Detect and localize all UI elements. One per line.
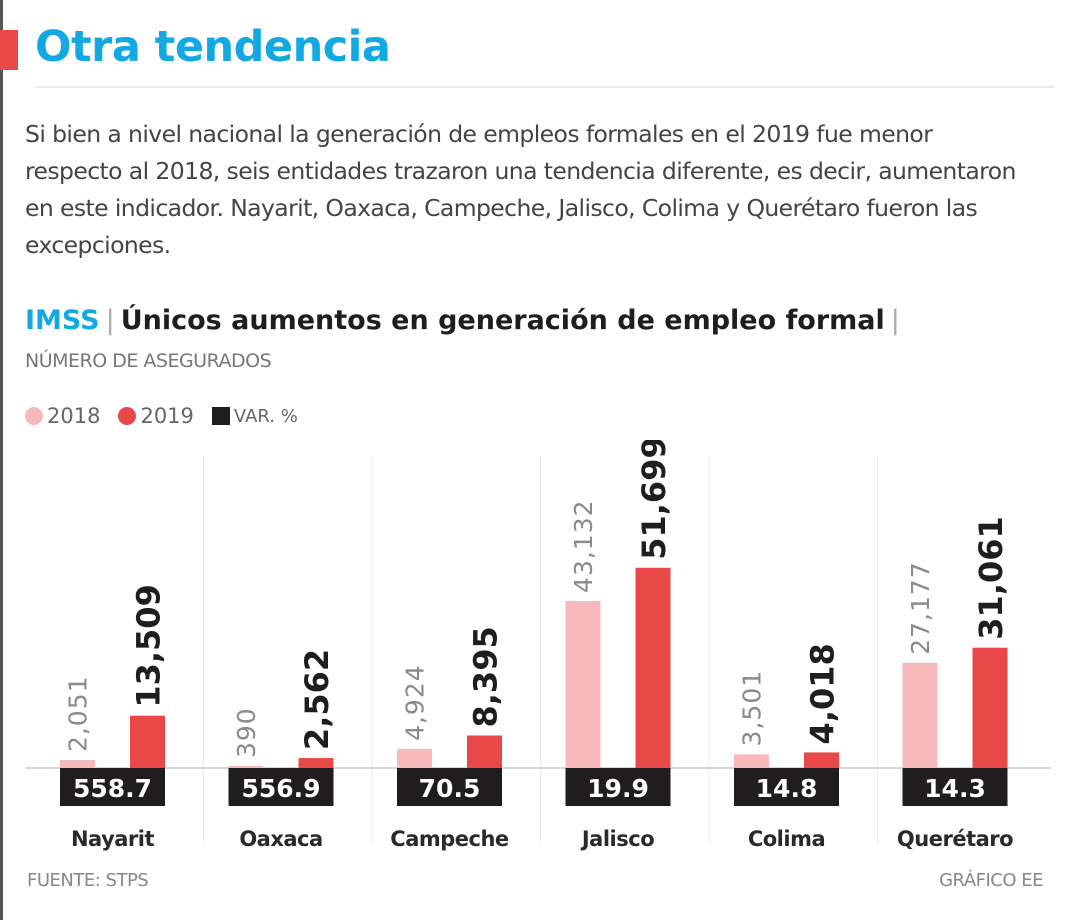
x-tick-label: Nayarit	[71, 827, 155, 851]
variation-label: 19.9	[587, 774, 649, 803]
title-divider	[35, 86, 1055, 88]
variation-label: 14.8	[756, 774, 818, 803]
variation-label: 558.7	[73, 774, 152, 803]
legend-swatch-2019	[118, 407, 137, 425]
legend-item-2019: 2019	[118, 404, 194, 428]
variation-box	[565, 768, 671, 806]
data-label-2018: 27,177	[906, 561, 935, 654]
bar-2019-colima	[804, 752, 839, 768]
legend-swatch-variation	[211, 407, 230, 425]
x-tick-label: Oaxaca	[239, 827, 322, 851]
bar-2019-nayarit	[130, 715, 165, 768]
bar-2018-querétaro	[902, 662, 938, 768]
data-label-2019: 2,562	[298, 649, 336, 750]
data-label-2018: 390	[232, 707, 261, 758]
chart-title: Únicos aumentos en generación de empleo …	[120, 305, 885, 336]
data-label-2018: 4,924	[401, 664, 430, 741]
intro-paragraph: Si bien a nivel nacional la generación d…	[25, 120, 1016, 259]
legend-label-2018: 2018	[47, 404, 101, 428]
data-label-2019: 51,699	[635, 440, 673, 560]
variation-label: 70.5	[419, 774, 481, 803]
data-label-2019: 31,061	[972, 516, 1010, 639]
data-label-2018: 43,132	[569, 499, 598, 592]
x-tick-label: Querétaro	[897, 827, 1013, 851]
variation-box	[902, 768, 1008, 806]
bar-2019-querétaro	[972, 647, 1008, 768]
credit-note: GRÁFICO EE	[939, 870, 1043, 891]
bar-2018-nayarit	[60, 760, 95, 768]
y-axis-label: NÚMERO DE ASEGURADOS	[25, 350, 272, 372]
legend-label-2019: 2019	[140, 404, 194, 428]
variation-label: 14.3	[924, 774, 986, 803]
data-label-2019: 13,509	[130, 584, 168, 707]
chart-heading: IMSS | Únicos aumentos en generación de em…	[25, 305, 906, 336]
chart-source-label: IMSS	[25, 305, 100, 336]
bar-2018-campeche	[397, 748, 432, 768]
variation-box	[228, 768, 334, 806]
x-tick-label: Colima	[748, 827, 825, 851]
data-label-2019: 8,395	[467, 626, 505, 727]
bar-chart: 2,051 13,509 558.7 Nayarit 390 2,562 556.9 Oaxa…	[25, 440, 1051, 851]
data-label-2018: 3,501	[738, 670, 767, 747]
frame-edge	[0, 0, 3, 920]
title-accent-bar	[0, 30, 18, 70]
variation-box	[397, 768, 502, 806]
bar-2018-jalisco	[565, 600, 601, 768]
bar-2018-oaxaca	[228, 766, 264, 768]
data-label-2019: 4,018	[804, 643, 842, 744]
x-tick-label: Jalisco	[580, 827, 654, 851]
page-title: Otra tendencia	[35, 22, 391, 72]
legend-item-2018: 2018	[25, 404, 100, 428]
bar-2019-campeche	[467, 735, 502, 768]
legend-swatch-2018	[25, 407, 43, 425]
variation-label: 556.9	[241, 774, 320, 803]
heading-separator-end: |	[890, 305, 900, 336]
data-label-2018: 2,051	[64, 675, 93, 752]
bar-2018-colima	[734, 754, 769, 768]
heading-separator: |	[105, 305, 115, 336]
legend-item-variation: VAR. %	[211, 405, 298, 427]
variation-box	[60, 768, 165, 806]
source-note: FUENTE: STPS	[27, 870, 149, 891]
variation-box	[734, 768, 839, 806]
legend-label-variation: VAR. %	[233, 405, 298, 427]
bar-2019-jalisco	[635, 567, 671, 768]
x-tick-label: Campeche	[390, 827, 509, 851]
chart-legend: 2018 2019 VAR. %	[25, 404, 316, 428]
bar-2019-oaxaca	[298, 758, 334, 768]
